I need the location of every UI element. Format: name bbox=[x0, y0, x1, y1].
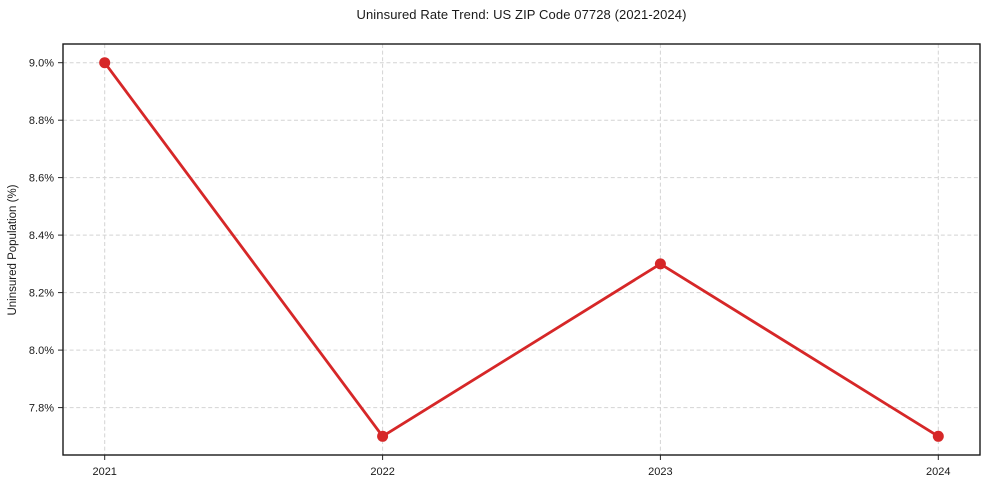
x-tick-label: 2021 bbox=[92, 466, 116, 478]
y-tick-label: 9.0% bbox=[29, 58, 54, 70]
data-point-marker bbox=[654, 258, 666, 270]
plot-frame bbox=[62, 43, 981, 456]
x-tick-label: 2024 bbox=[926, 466, 950, 478]
data-point-marker bbox=[932, 430, 944, 442]
y-tick-label: 8.0% bbox=[29, 345, 54, 357]
x-tick-label: 2023 bbox=[648, 466, 672, 478]
y-tick-label: 8.8% bbox=[29, 115, 54, 127]
y-tick-label: 8.2% bbox=[29, 288, 54, 300]
y-tick-label: 8.6% bbox=[29, 173, 54, 185]
data-point-marker bbox=[377, 430, 389, 442]
data-point-marker bbox=[99, 57, 111, 69]
x-tick-label: 2022 bbox=[370, 466, 394, 478]
y-tick-label: 7.8% bbox=[29, 403, 54, 415]
y-tick-label: 8.4% bbox=[29, 230, 54, 242]
trend-line bbox=[103, 61, 940, 438]
chart-title: Uninsured Rate Trend: US ZIP Code 07728 … bbox=[356, 7, 687, 22]
